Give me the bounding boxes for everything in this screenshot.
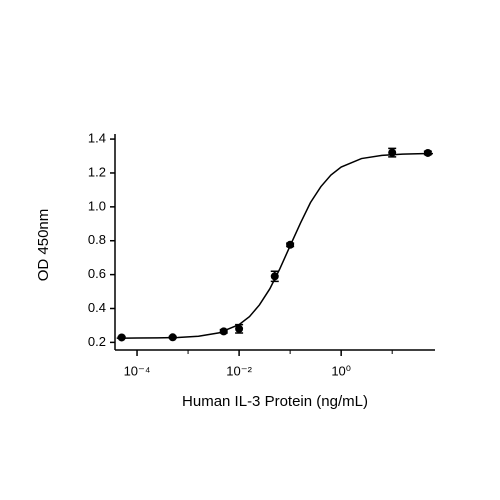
point	[235, 324, 244, 333]
point	[286, 240, 295, 249]
fit-curve	[116, 152, 433, 339]
y-tick-label: 0.2	[88, 334, 106, 349]
x-tick-label: 10⁻²	[226, 363, 252, 378]
point	[219, 327, 228, 336]
x-axis-title: Human IL-3 Protein (ng/mL)	[182, 393, 368, 410]
point	[270, 272, 279, 281]
y-tick-label: 1.0	[88, 198, 106, 213]
point	[168, 333, 177, 342]
y-tick-label: 0.6	[88, 266, 106, 281]
y-tick-label: 1.4	[88, 131, 106, 146]
x-tick-label: 10⁻⁴	[124, 363, 151, 378]
y-tick-label: 0.4	[88, 300, 106, 315]
y-tick-label: 0.8	[88, 232, 106, 247]
point	[388, 148, 397, 157]
x-tick-label: 10⁰	[331, 363, 351, 378]
point	[117, 333, 126, 342]
point	[423, 148, 432, 157]
y-tick-label: 1.2	[88, 164, 106, 179]
y-axis-title: OD 450nm	[35, 209, 52, 282]
